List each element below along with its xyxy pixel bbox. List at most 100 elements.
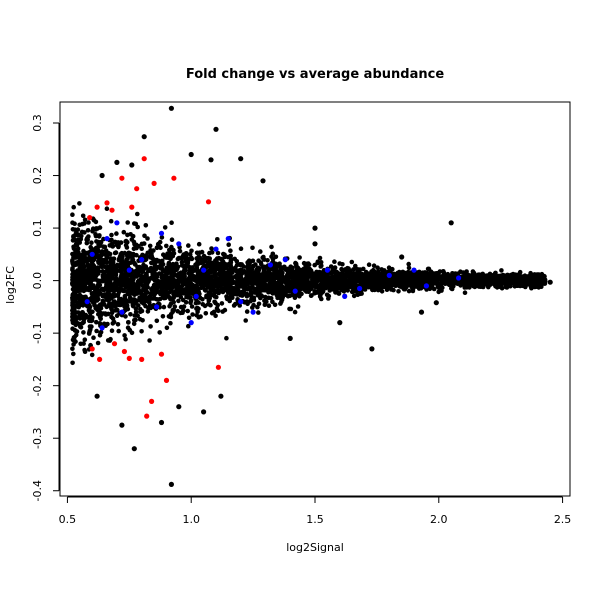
- cloud-point: [328, 283, 334, 288]
- cloud-point: [322, 279, 327, 284]
- y-tick-label: -0.4: [31, 480, 44, 501]
- y-axis-label: log2FC: [4, 266, 17, 304]
- cloud-point: [418, 272, 423, 278]
- cloud-point: [148, 324, 153, 329]
- cloud-point: [169, 237, 175, 242]
- cloud-point: [317, 290, 323, 296]
- cloud-point: [256, 269, 261, 275]
- cloud-point: [133, 317, 138, 323]
- cloud-point: [318, 260, 324, 265]
- cloud-point: [72, 221, 77, 226]
- cloud-point: [228, 262, 233, 268]
- cloud-point: [86, 268, 92, 274]
- cloud-point: [208, 289, 213, 294]
- cloud-point: [181, 289, 187, 295]
- cloud-point: [235, 268, 241, 274]
- cloud-point: [153, 284, 158, 289]
- cloud-point: [189, 304, 195, 309]
- cloud-point: [238, 284, 244, 289]
- cloud-point: [84, 279, 89, 284]
- cloud-point: [394, 277, 400, 283]
- cloud-point: [278, 301, 283, 306]
- cloud-point: [247, 263, 252, 268]
- cloud-point: [89, 352, 95, 358]
- cloud-point: [152, 262, 157, 268]
- cloud-point: [80, 213, 86, 219]
- cloud-point: [163, 295, 168, 301]
- cloud-point: [541, 274, 547, 280]
- cloud-point: [164, 290, 170, 295]
- y-tick-label: -0.1: [31, 322, 44, 343]
- cloud-point: [127, 251, 133, 256]
- cloud-point: [81, 315, 87, 321]
- cloud-point: [82, 230, 87, 235]
- data-point: [104, 236, 110, 242]
- cloud-point: [178, 294, 184, 300]
- cloud-point: [145, 309, 151, 314]
- cloud-point: [130, 285, 136, 291]
- cloud-point: [157, 282, 163, 288]
- cloud-point: [72, 251, 78, 257]
- cloud-point: [520, 283, 525, 289]
- cloud-point: [218, 256, 224, 262]
- cloud-point: [351, 293, 357, 299]
- cloud-point: [71, 273, 76, 279]
- cloud-point: [155, 241, 161, 247]
- data-point: [129, 162, 135, 168]
- cloud-point: [371, 263, 377, 269]
- x-tick-label: 1.0: [182, 513, 200, 526]
- cloud-point: [113, 250, 119, 255]
- cloud-point: [164, 243, 169, 249]
- cloud-point: [130, 233, 136, 239]
- cloud-point: [239, 271, 245, 277]
- cloud-point: [158, 245, 163, 251]
- cloud-point: [238, 246, 244, 251]
- cloud-point: [279, 283, 284, 289]
- cloud-point: [82, 258, 87, 263]
- cloud-point: [99, 250, 104, 255]
- cloud-point: [187, 286, 193, 292]
- cloud-point: [71, 204, 76, 210]
- cloud-point: [94, 319, 99, 325]
- cloud-point: [79, 273, 84, 278]
- data-point: [193, 293, 199, 299]
- chart-title: Fold change vs average abundance: [186, 67, 444, 82]
- data-point: [208, 157, 214, 163]
- cloud-point: [195, 278, 200, 284]
- cloud-point: [169, 296, 175, 302]
- cloud-point: [133, 309, 139, 315]
- cloud-point: [135, 211, 140, 217]
- cloud-point: [146, 294, 152, 300]
- x-tick-label: 2.0: [430, 513, 448, 526]
- cloud-point: [219, 301, 225, 306]
- cloud-point: [117, 268, 123, 274]
- cloud-point: [115, 262, 120, 268]
- cloud-point: [278, 266, 284, 272]
- cloud-point: [186, 315, 192, 321]
- data-point: [250, 309, 256, 315]
- cloud-point: [207, 263, 213, 269]
- cloud-point: [366, 262, 372, 268]
- cloud-point: [215, 277, 221, 283]
- cloud-point: [176, 298, 181, 304]
- cloud-point: [202, 281, 208, 287]
- cloud-point: [77, 297, 83, 303]
- cloud-point: [243, 270, 249, 276]
- cloud-point: [98, 316, 103, 322]
- cloud-point: [189, 248, 194, 254]
- cloud-point: [319, 271, 324, 277]
- cloud-point: [70, 360, 75, 366]
- data-point: [149, 398, 155, 404]
- cloud-point: [181, 308, 186, 313]
- cloud-point: [259, 262, 264, 267]
- cloud-point: [87, 314, 92, 320]
- cloud-point: [171, 291, 176, 296]
- cloud-point: [269, 254, 274, 259]
- data-point: [158, 351, 165, 357]
- cloud-point: [123, 314, 128, 319]
- cloud-point: [85, 237, 90, 243]
- cloud-point: [105, 338, 111, 343]
- cloud-point: [124, 303, 130, 308]
- cloud-point: [142, 233, 147, 239]
- cloud-point: [140, 295, 146, 300]
